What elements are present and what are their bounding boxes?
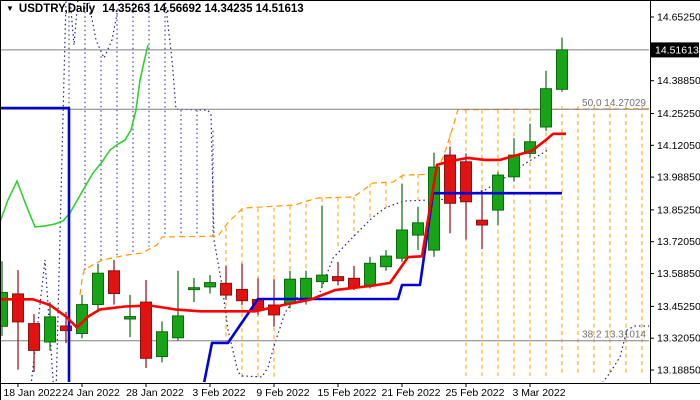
candle-body [316,274,328,283]
chart-title-bar: ▼ USDTRY,Daily 14.35263 14.56692 14.3423… [6,3,304,15]
candle-20-jan-2022 [44,302,56,351]
time-axis-label: 15 Feb 2022 [318,387,377,399]
candle-3-feb-2022 [204,275,216,294]
candle-18-jan-2022 [12,270,24,370]
candle-body [396,229,408,259]
candle-body [540,88,552,128]
candle-body [460,161,472,203]
time-axis-label: 18 Jan 2022 [3,387,61,399]
candle-27-jan-2022 [124,294,136,338]
candle-body [44,316,56,343]
candle-body [204,282,216,288]
time-axis-label: 3 Feb 2022 [192,387,245,399]
candle-body [220,282,232,296]
candle-28-jan-2022 [140,280,152,368]
kijun-sen-line [202,191,562,382]
price-axis[interactable]: 14.65250 14.38850 14.25250 14.12050 13.98850… [650,12,700,377]
candle-4-mar-2022 [540,70,552,131]
candle-body [1,292,8,327]
candle-15-feb-2022 [332,261,344,286]
current-price-text: 14.51613 [655,44,699,56]
symbol-period-label: USDTRY,Daily [18,3,96,15]
senkou-span-a-line [602,325,649,382]
candle-body [12,293,24,323]
candle-body [268,304,280,316]
price-axis-label: 13.32050 [657,333,700,345]
time-axis[interactable]: 18 Jan 2022 24 Jan 2022 28 Jan 2022 3 Feb 2… [3,383,566,399]
candle-body [300,277,312,300]
candle-9-feb-2022 [268,279,280,327]
plot-area: 50.0 14.27029 38.2 13.31014 [1,1,649,382]
candle-body [364,262,376,286]
candle-1-feb-2022 [172,270,184,341]
senkou-span-a-line [87,1,121,60]
candle-body [76,304,88,335]
price-axis-label: 14.12050 [657,140,700,152]
candle-25-jan-2022 [92,263,104,312]
time-axis-label: 25 Feb 2022 [446,387,505,399]
symbol-dropdown-icon[interactable]: ▼ [6,4,14,13]
senkou-span-a-line [55,1,67,382]
candle-18-feb-2022 [380,250,392,271]
candle-body [124,316,136,320]
candle-28-feb-2022 [476,190,488,250]
candle-body [140,301,152,359]
time-axis-label: 9 Feb 2022 [256,387,309,399]
time-axis-label: 3 Mar 2022 [512,387,565,399]
price-axis-label: 13.85250 [657,204,700,216]
candle-26-jan-2022 [108,259,120,305]
time-axis-label: 28 Jan 2022 [126,387,184,399]
price-axis-label: 13.18850 [657,365,700,377]
candle-body [108,270,120,294]
fibonacci-level-label: 50.0 14.27029 [582,98,646,109]
price-axis-label: 14.65250 [657,12,700,24]
candle-22-feb-2022 [412,206,424,251]
candle-body [60,325,72,332]
current-price-badge: 14.51613 [651,42,699,58]
price-axis-label: 13.98850 [657,172,700,184]
candle-body [92,272,104,306]
price-axis-label: 14.25250 [657,108,700,120]
time-axis-label: 21 Feb 2022 [382,387,441,399]
chikou-span-line [1,44,149,228]
time-axis-label: 24 Jan 2022 [62,387,120,399]
candlestick-series [1,37,568,373]
candle-21-feb-2022 [396,184,408,262]
candle-body [188,287,200,291]
candle-body [476,219,488,226]
candle-body [172,315,184,339]
candle-4-feb-2022 [220,266,232,300]
candle-body [556,49,568,90]
candle-2-feb-2022 [188,278,200,303]
candle-25-feb-2022 [460,153,472,240]
candle-body [156,331,168,358]
price-axis-label: 13.45250 [657,301,700,313]
candle-31-jan-2022 [156,321,168,363]
quote-ohlc-label: 14.35263 14.56692 14.34235 14.51613 [102,3,304,15]
candle-body [380,255,392,268]
candle-7-feb-2022 [236,263,248,305]
candle-7-mar-2022 [556,37,568,92]
candle-body [412,222,424,236]
price-axis-label: 13.58850 [657,268,700,280]
candle-body [332,276,344,282]
candle-body [28,323,40,351]
candle-body [444,154,456,204]
price-axis-label: 13.72050 [657,236,700,248]
fibonacci-level-label: 38.2 13.31014 [582,330,646,341]
candle-body [236,288,248,302]
price-axis-label: 14.38850 [657,75,700,87]
candle-19-jan-2022 [28,314,40,373]
kijun-sen-line [1,106,71,382]
candle-14-feb-2022 [316,205,328,288]
tenkan-sen-line [1,132,566,329]
candle-24-jan-2022 [76,294,88,339]
